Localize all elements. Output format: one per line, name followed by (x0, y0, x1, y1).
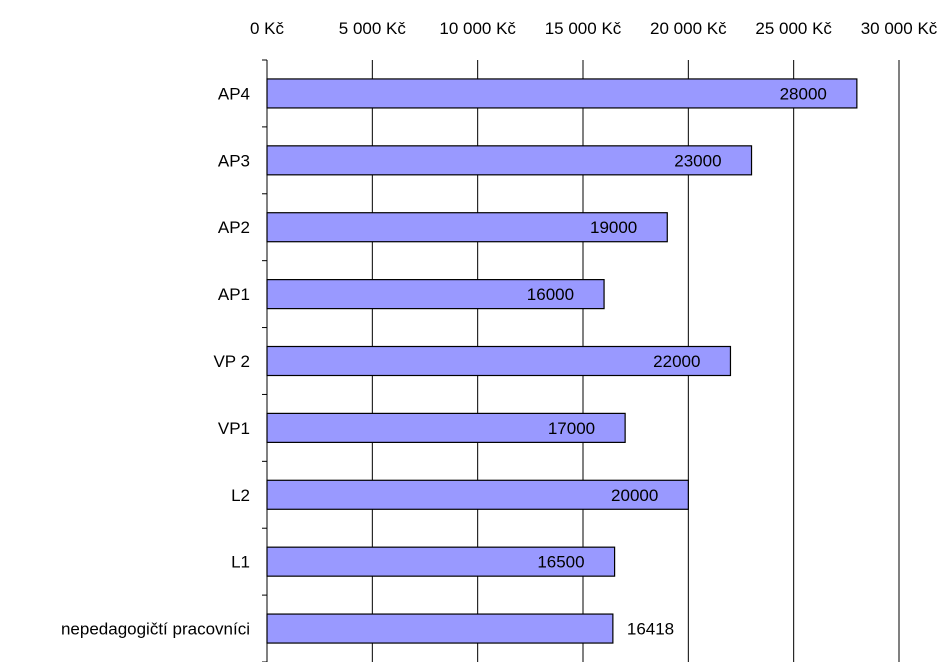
x-tick-label: 5 000 Kč (339, 19, 407, 38)
data-label: 16000 (527, 285, 574, 304)
x-tick-label: 30 000 Kč (861, 19, 938, 38)
category-label: AP1 (218, 285, 250, 304)
x-tick-label: 20 000 Kč (650, 19, 727, 38)
data-labels: 28000 23000 19000 16000 22000 17000 20000 16500… (527, 84, 827, 638)
category-label: VP 2 (213, 352, 250, 371)
data-label: 16418 (627, 620, 674, 639)
bar (266, 212, 668, 243)
category-label: VP1 (218, 419, 250, 438)
data-label: 19000 (590, 218, 637, 237)
bars (266, 78, 858, 644)
data-label: 17000 (548, 419, 595, 438)
category-labels: AP4 AP3 AP2 AP1 VP 2 VP1 L2 L1 nepedagogičtí pra… (61, 84, 250, 638)
category-label: nepedagogičtí pracovníci (61, 620, 250, 639)
x-tick-label: 0 Kč (250, 19, 285, 38)
x-axis-tick-labels: 0 Kč 5 000 Kč 10 000 Kč 15 000 Kč 20 000 Kč 2… (250, 19, 938, 38)
bar (266, 546, 616, 577)
category-label: AP2 (218, 218, 250, 237)
x-tick-label: 25 000 Kč (755, 19, 832, 38)
bar (266, 613, 614, 644)
data-label: 20000 (611, 486, 658, 505)
data-label: 16500 (537, 553, 584, 572)
category-label: AP3 (218, 151, 250, 170)
bar (266, 412, 626, 443)
data-label: 28000 (780, 84, 827, 103)
data-label: 23000 (674, 151, 721, 170)
x-tick-label: 10 000 Kč (439, 19, 516, 38)
category-label: L1 (231, 553, 250, 572)
x-tick-label: 15 000 Kč (545, 19, 622, 38)
category-label: AP4 (218, 84, 250, 103)
bar (266, 479, 689, 510)
y-axis-tick-marks (262, 59, 267, 662)
bar (266, 279, 605, 310)
bar (266, 78, 858, 109)
bar (266, 345, 732, 377)
category-label: L2 (231, 486, 250, 505)
data-label: 22000 (653, 352, 700, 371)
